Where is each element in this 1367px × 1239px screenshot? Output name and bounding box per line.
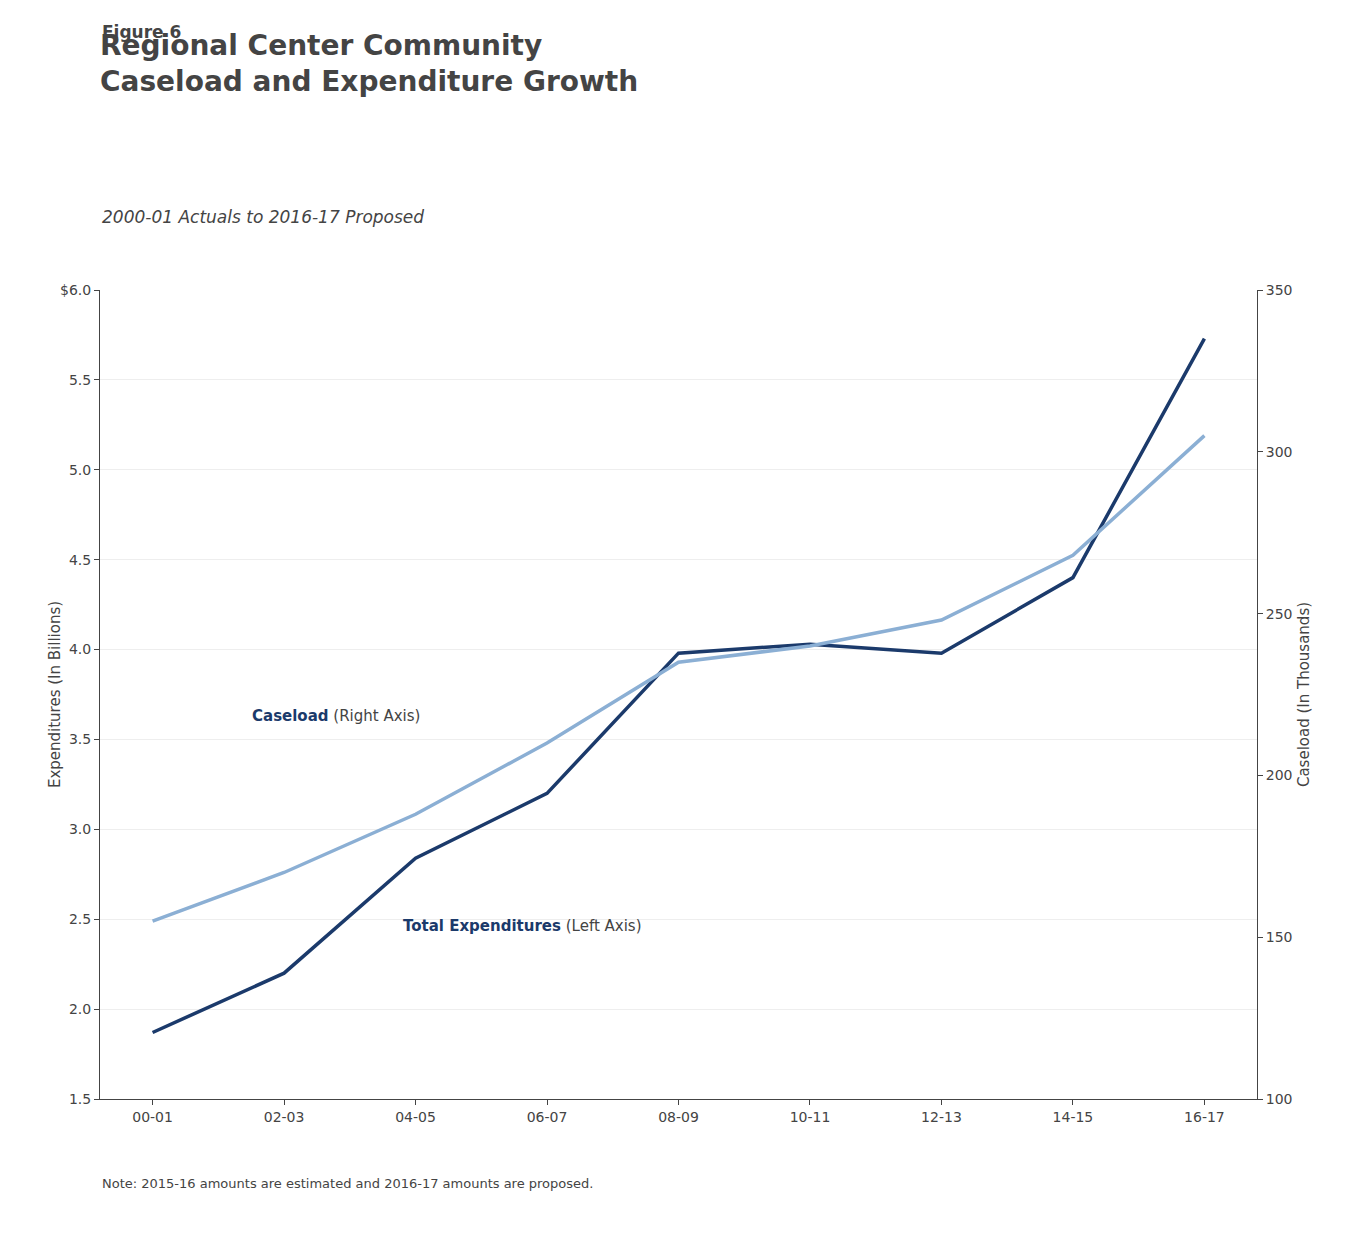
svg-text:Figure 6: Figure 6 — [102, 22, 181, 42]
svg-text:5.0: 5.0 — [69, 462, 91, 478]
svg-text:3.5: 3.5 — [69, 731, 91, 747]
svg-text:04-05: 04-05 — [395, 1109, 436, 1125]
svg-text:3.0: 3.0 — [69, 821, 91, 837]
svg-text:Note: 2015-16 amounts are esti: Note: 2015-16 amounts are estimated and … — [102, 1176, 593, 1191]
svg-text:5.5: 5.5 — [69, 372, 91, 388]
svg-text:Caseload (In Thousands): Caseload (In Thousands) — [1295, 602, 1313, 787]
svg-text:08-09: 08-09 — [658, 1109, 699, 1125]
svg-text:2000-01 Actuals to 2016-17 Pro: 2000-01 Actuals to 2016-17 Proposed — [102, 207, 424, 227]
svg-text:4.5: 4.5 — [69, 552, 91, 568]
svg-text:Total Expenditures (Left Axis): Total Expenditures (Left Axis) — [403, 917, 642, 935]
svg-text:300: 300 — [1266, 444, 1293, 460]
svg-text:$6.0: $6.0 — [60, 282, 91, 298]
svg-text:00-01: 00-01 — [132, 1109, 173, 1125]
svg-text:10-11: 10-11 — [790, 1109, 831, 1125]
svg-text:Expenditures (In Billions): Expenditures (In Billions) — [46, 601, 64, 788]
svg-text:16-17: 16-17 — [1184, 1109, 1225, 1125]
svg-text:Caseload (Right Axis): Caseload (Right Axis) — [252, 707, 420, 725]
svg-text:02-03: 02-03 — [264, 1109, 305, 1125]
svg-text:1.5: 1.5 — [69, 1091, 91, 1107]
svg-text:100: 100 — [1266, 1091, 1293, 1107]
svg-text:150: 150 — [1266, 929, 1293, 945]
svg-text:Regional Center CommunityCasel: Regional Center CommunityCaseload and Ex… — [100, 29, 638, 98]
svg-text:14-15: 14-15 — [1053, 1109, 1094, 1125]
svg-text:06-07: 06-07 — [527, 1109, 568, 1125]
svg-text:350: 350 — [1266, 282, 1293, 298]
svg-text:200: 200 — [1266, 767, 1293, 783]
svg-text:2.0: 2.0 — [69, 1001, 91, 1017]
svg-text:12-13: 12-13 — [921, 1109, 962, 1125]
svg-text:2.5: 2.5 — [69, 911, 91, 927]
svg-text:250: 250 — [1266, 606, 1293, 622]
svg-text:4.0: 4.0 — [69, 641, 91, 657]
